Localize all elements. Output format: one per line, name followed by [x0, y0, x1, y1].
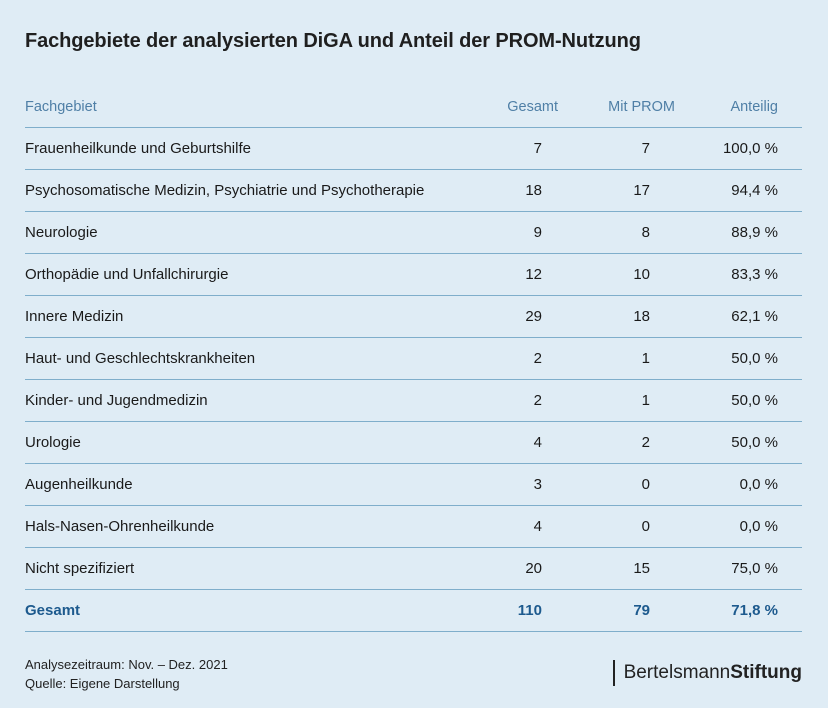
cell-anteilig: 88,9 %	[650, 211, 778, 254]
footer-source: Quelle: Eigene Darstellung	[25, 676, 180, 691]
cell-mit-prom: 79	[542, 589, 650, 632]
cell-gesamt: 12	[480, 253, 542, 296]
table-row: Nicht spezifiziert 20 15 75,0 %	[25, 547, 802, 590]
cell-gesamt: 2	[480, 379, 542, 422]
table-row: Kinder- und Jugendmedizin 2 1 50,0 %	[25, 379, 802, 422]
cell-gesamt: 3	[480, 463, 542, 506]
cell-mit-prom: 18	[542, 295, 650, 338]
cell-mit-prom: 0	[542, 463, 650, 506]
cell-fachgebiet: Orthopädie und Unfallchirurgie	[25, 253, 480, 296]
table-total-row: Gesamt 110 79 71,8 %	[25, 589, 802, 632]
cell-fachgebiet: Kinder- und Jugendmedizin	[25, 379, 480, 422]
data-table: Fachgebiet Gesamt Mit PROM Anteilig Frau…	[25, 87, 802, 632]
table-row: Orthopädie und Unfallchirurgie 12 10 83,3 %	[25, 253, 802, 296]
cell-gesamt: 18	[480, 169, 542, 212]
cell-gesamt: 9	[480, 211, 542, 254]
cell-mit-prom: 17	[542, 169, 650, 212]
cell-anteilig: 50,0 %	[650, 337, 778, 380]
footer-notes: Analysezeitraum: Nov. – Dez. 2021 Quelle…	[25, 655, 228, 693]
bertelsmann-stiftung-logo: Bertelsmann Stiftung	[613, 660, 802, 686]
table-row: Haut- und Geschlechtskrankheiten 2 1 50,0 %	[25, 337, 802, 380]
cell-fachgebiet: Urologie	[25, 421, 480, 464]
cell-anteilig: 83,3 %	[650, 253, 778, 296]
page-title: Fachgebiete der analysierten DiGA und An…	[25, 30, 641, 52]
cell-fachgebiet: Augenheilkunde	[25, 463, 480, 506]
cell-mit-prom: 15	[542, 547, 650, 590]
table-row: Augenheilkunde 3 0 0,0 %	[25, 463, 802, 506]
cell-anteilig: 75,0 %	[650, 547, 778, 590]
cell-fachgebiet: Innere Medizin	[25, 295, 480, 338]
cell-anteilig: 50,0 %	[650, 379, 778, 422]
logo-bar	[613, 660, 615, 686]
cell-gesamt: 4	[480, 505, 542, 548]
cell-mit-prom: 0	[542, 505, 650, 548]
table-row: Innere Medizin 29 18 62,1 %	[25, 295, 802, 338]
table-row: Psychosomatische Medizin, Psychiatrie un…	[25, 169, 802, 212]
cell-fachgebiet: Gesamt	[25, 589, 480, 632]
cell-gesamt: 20	[480, 547, 542, 590]
table-row: Hals-Nasen-Ohrenheilkunde 4 0 0,0 %	[25, 505, 802, 548]
column-header-gesamt: Gesamt	[480, 87, 558, 128]
cell-gesamt: 7	[480, 127, 542, 170]
cell-anteilig: 50,0 %	[650, 421, 778, 464]
cell-fachgebiet: Hals-Nasen-Ohrenheilkunde	[25, 505, 480, 548]
cell-anteilig: 100,0 %	[650, 127, 778, 170]
cell-fachgebiet: Neurologie	[25, 211, 480, 254]
column-header-anteilig: Anteilig	[650, 87, 778, 128]
cell-anteilig: 0,0 %	[650, 505, 778, 548]
cell-fachgebiet: Haut- und Geschlechtskrankheiten	[25, 337, 480, 380]
cell-anteilig: 62,1 %	[650, 295, 778, 338]
cell-gesamt: 2	[480, 337, 542, 380]
cell-anteilig: 71,8 %	[650, 589, 778, 632]
table-header-row: Fachgebiet Gesamt Mit PROM Anteilig	[25, 87, 802, 128]
table-row: Neurologie 9 8 88,9 %	[25, 211, 802, 254]
cell-mit-prom: 8	[542, 211, 650, 254]
cell-mit-prom: 10	[542, 253, 650, 296]
cell-fachgebiet: Frauenheilkunde und Geburtshilfe	[25, 127, 480, 170]
table-row: Frauenheilkunde und Geburtshilfe 7 7 100,0 …	[25, 127, 802, 170]
cell-mit-prom: 7	[542, 127, 650, 170]
cell-gesamt: 29	[480, 295, 542, 338]
cell-gesamt: 4	[480, 421, 542, 464]
cell-anteilig: 0,0 %	[650, 463, 778, 506]
cell-anteilig: 94,4 %	[650, 169, 778, 212]
cell-fachgebiet: Psychosomatische Medizin, Psychiatrie un…	[25, 169, 480, 212]
column-header-mit-prom: Mit PROM	[542, 87, 675, 128]
cell-mit-prom: 2	[542, 421, 650, 464]
cell-fachgebiet: Nicht spezifiziert	[25, 547, 480, 590]
column-header-fachgebiet: Fachgebiet	[25, 87, 480, 128]
cell-mit-prom: 1	[542, 337, 650, 380]
table-row: Urologie 4 2 50,0 %	[25, 421, 802, 464]
footer-period: Analysezeitraum: Nov. – Dez. 2021	[25, 657, 228, 672]
cell-mit-prom: 1	[542, 379, 650, 422]
cell-gesamt: 110	[480, 589, 542, 632]
